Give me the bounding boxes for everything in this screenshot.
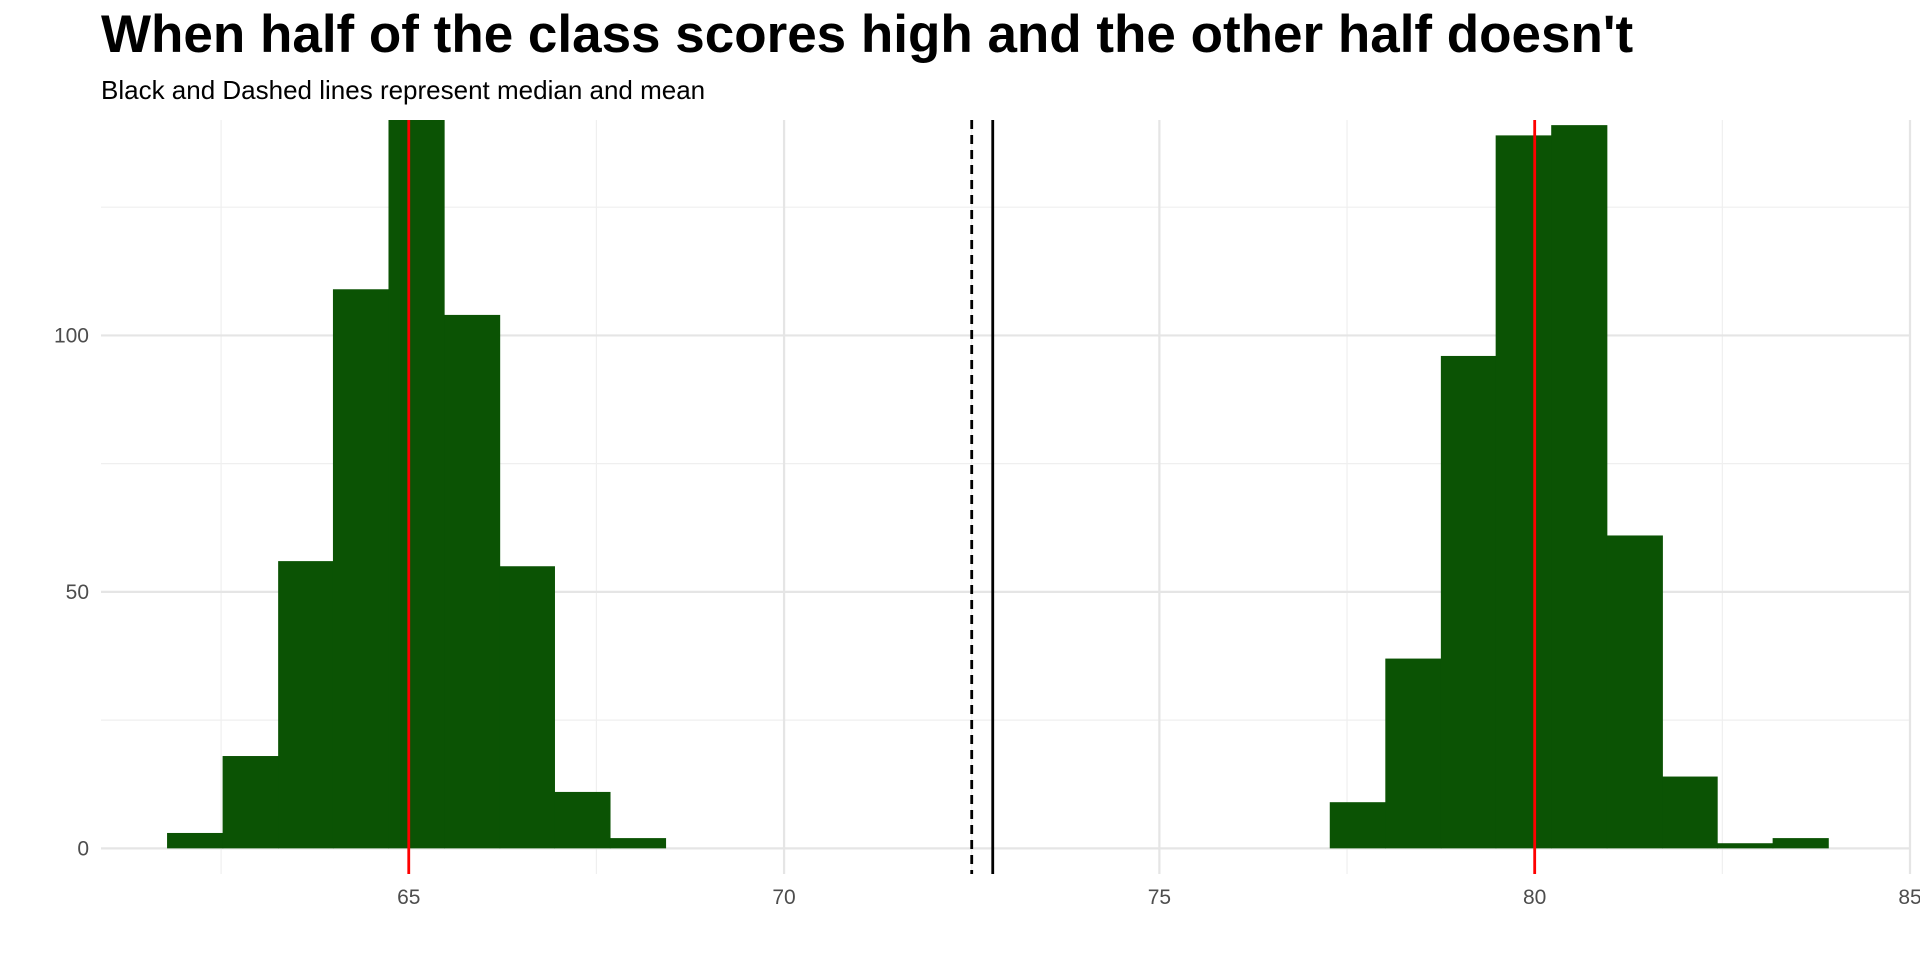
x-tick-label-75: 75 [1148,886,1171,909]
histogram-bar-16 [1717,843,1774,849]
histogram-bar-14 [1606,535,1663,849]
histogram-bar-17 [1772,838,1829,849]
tick-label-layer: 65 70 75 80 85 0 50 100 [54,324,1920,909]
y-tick-label-50: 50 [66,581,89,604]
histogram-bar-13 [1551,125,1608,849]
x-tick-label-65: 65 [397,886,420,909]
x-tick-label-85: 85 [1898,886,1920,909]
histogram-bar-5 [444,314,501,849]
histogram-bar-10 [1385,658,1442,849]
histogram-bar-3 [332,289,390,849]
histogram-bar-9 [1329,802,1386,849]
histogram-bar-6 [499,566,555,849]
histogram-bar-2 [278,561,334,849]
chart-title: When half of the class scores high and t… [101,5,1634,64]
histogram-bar-15 [1662,776,1718,849]
y-tick-label-100: 100 [54,324,89,347]
x-tick-label-70: 70 [772,886,795,909]
histogram-bar-7 [554,791,611,849]
chart-subtitle: Black and Dashed lines represent median … [101,75,706,105]
x-tick-label-80: 80 [1523,886,1546,909]
histogram-bar-11 [1440,355,1497,849]
histogram-bar-12 [1495,135,1552,849]
histogram-bar-1 [222,756,279,849]
histogram-bar-4 [388,120,445,849]
histogram-bar-8 [609,838,667,849]
reference-line-layer [407,120,1537,874]
y-tick-label-0: 0 [77,837,89,860]
bar-layer [167,120,1829,849]
histogram-bar-0 [167,832,224,849]
